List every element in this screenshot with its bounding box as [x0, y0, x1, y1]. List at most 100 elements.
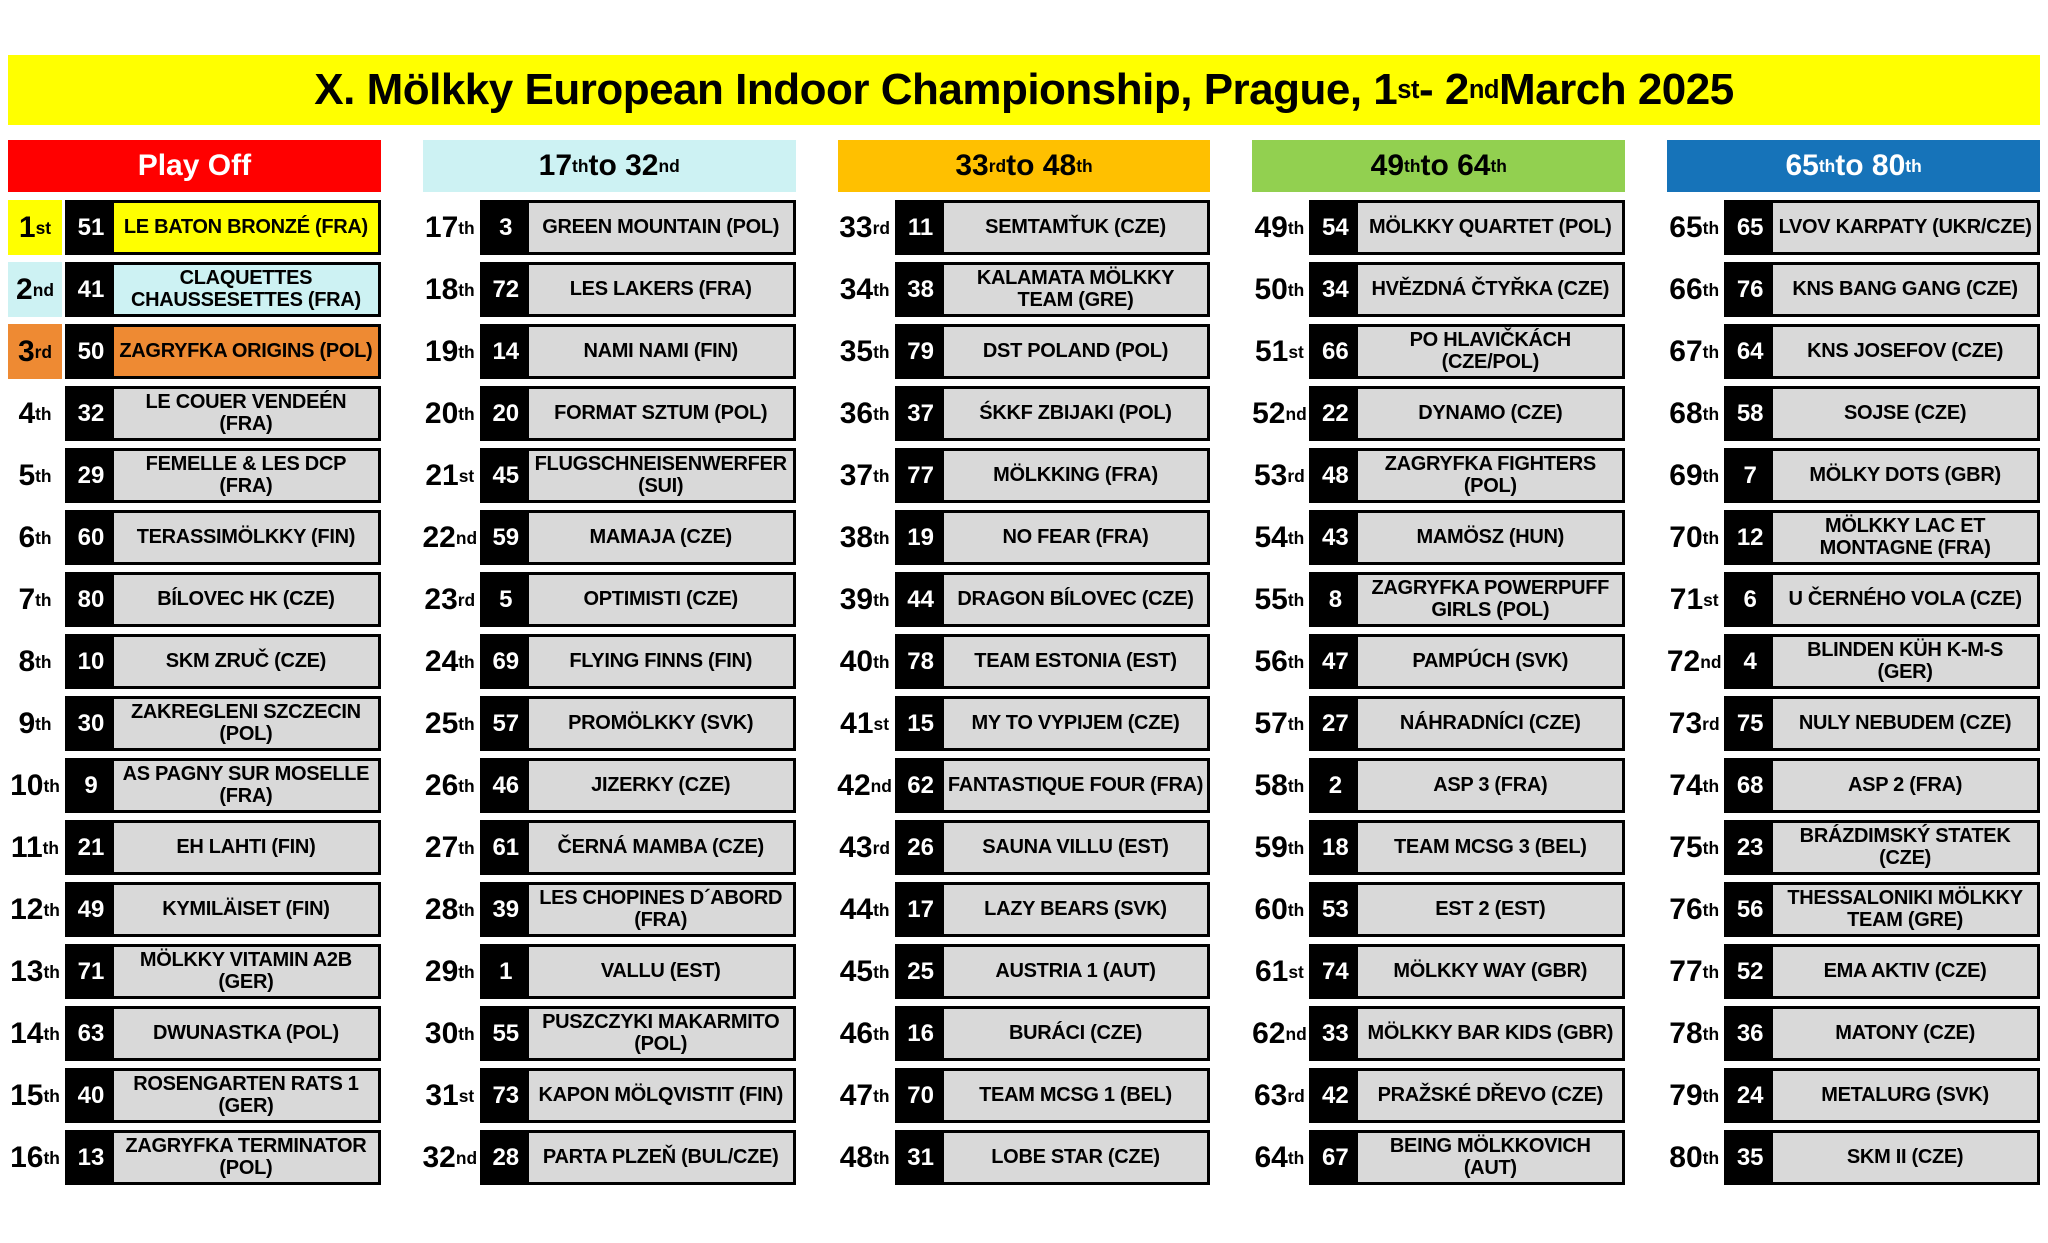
team-name: ASP 3 (FRA): [1358, 761, 1623, 810]
team-number: 9: [68, 761, 114, 810]
team-number: 76: [1727, 265, 1774, 314]
team-box: 66 PO HLAVIČKÁCH (CZE/POL): [1309, 324, 1626, 379]
team-name: JIZERKY (CZE): [528, 761, 793, 810]
team-box: 41 CLAQUETTES CHAUSSESETTES (FRA): [65, 262, 381, 317]
team-name: AUSTRIA 1 (AUT): [943, 947, 1208, 996]
team-name: FEMELLE & LES DCP (FRA): [114, 451, 378, 500]
team-name: PARTA PLZEŇ (BUL/CZE): [528, 1133, 793, 1182]
team-box: 35 SKM II (CZE): [1724, 1130, 2040, 1185]
team-number: 43: [1312, 513, 1359, 562]
team-number: 1: [482, 947, 529, 996]
team-name: ZAGRYFKA TERMINATOR (POL): [114, 1133, 378, 1182]
team-name: KNS BANG GANG (CZE): [1773, 265, 2037, 314]
team-number: 42: [1312, 1071, 1359, 1120]
team-number: 39: [482, 885, 529, 934]
team-box: 23 BRÁZDIMSKÝ STATEK (CZE): [1724, 820, 2040, 875]
team-box: 47 PAMPÚCH (SVK): [1309, 634, 1626, 689]
team-name: MAMÖSZ (HUN): [1358, 513, 1623, 562]
team-name: ZAGRYFKA FIGHTERS (POL): [1358, 451, 1623, 500]
team-box: 3 GREEN MOUNTAIN (POL): [479, 200, 796, 255]
team-box: 44 DRAGON BÍLOVEC (CZE): [894, 572, 1211, 627]
team-box: 8 ZAGRYFKA POWERPUFF GIRLS (POL): [1309, 572, 1626, 627]
team-number: 75: [1727, 699, 1774, 748]
team-number: 36: [1727, 1009, 1774, 1058]
team-number: 66: [1312, 327, 1359, 376]
team-name: BÍLOVEC HK (CZE): [114, 575, 378, 624]
team-number: 6: [1727, 575, 1774, 624]
team-number: 40: [68, 1071, 114, 1120]
team-name: MAMAJA (CZE): [528, 513, 793, 562]
team-box: 67 BEING MÖLKKOVICH (AUT): [1309, 1130, 1626, 1185]
team-box: 11 SEMTAMŤUK (CZE): [894, 200, 1211, 255]
team-box: 14 NAMI NAMI (FIN): [479, 324, 796, 379]
team-number: 65: [1727, 203, 1774, 252]
team-number: 18: [1312, 823, 1359, 872]
team-box: 45 FLUGSCHNEISENWERFER (SUI): [479, 448, 796, 503]
team-name: DYNAMO (CZE): [1358, 389, 1623, 438]
team-box: 72 LES LAKERS (FRA): [479, 262, 796, 317]
team-number: 50: [68, 327, 114, 376]
team-box: 15 MY TO VYPIJEM (CZE): [894, 696, 1211, 751]
team-name: BURÁCI (CZE): [943, 1009, 1208, 1058]
team-box: 75 NULY NEBUDEM (CZE): [1724, 696, 2040, 751]
team-number: 52: [1727, 947, 1774, 996]
team-box: 21 EH LAHTI (FIN): [65, 820, 381, 875]
team-name: DST POLAND (POL): [943, 327, 1208, 376]
team-name: SEMTAMŤUK (CZE): [943, 203, 1208, 252]
team-name: ŚKKF ZBIJAKI (POL): [943, 389, 1208, 438]
team-name: KAPON MÖLQVISTIT (FIN): [528, 1071, 793, 1120]
team-box: 53 EST 2 (EST): [1309, 882, 1626, 937]
team-box: 56 THESSALONIKI MÖLKKY TEAM (GRE): [1724, 882, 2040, 937]
team-number: 49: [68, 885, 114, 934]
team-box: 28 PARTA PLZEŇ (BUL/CZE): [479, 1130, 796, 1185]
team-name: FLYING FINNS (FIN): [528, 637, 793, 686]
team-name: MY TO VYPIJEM (CZE): [943, 699, 1208, 748]
team-box: 65 LVOV KARPATY (UKR/CZE): [1724, 200, 2040, 255]
team-number: 25: [897, 947, 944, 996]
team-name: MÖLKKY VITAMIN A2B (GER): [114, 947, 378, 996]
